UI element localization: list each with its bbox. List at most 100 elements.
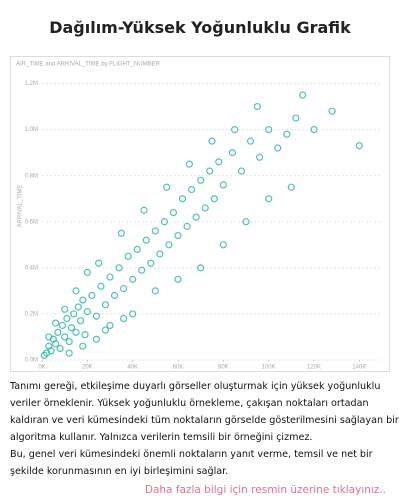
point [201, 204, 209, 212]
point [76, 317, 85, 325]
point [74, 303, 82, 311]
point [45, 333, 53, 341]
y-tick-label: 1.0M [25, 127, 38, 133]
paragraph: Bu, genel veri kümesindeki önemli noktal… [10, 449, 373, 477]
point [54, 328, 62, 336]
point [215, 158, 223, 166]
point [119, 314, 128, 323]
point [151, 227, 159, 235]
point [129, 275, 137, 283]
point [106, 321, 114, 330]
point [151, 287, 159, 295]
point [147, 259, 155, 267]
point [256, 153, 264, 161]
point [101, 301, 110, 309]
point [160, 218, 168, 226]
point [231, 125, 239, 134]
page-title: Dağılım-Yüksek Yoğunluklu Grafik [49, 18, 351, 37]
point [163, 183, 171, 191]
point [65, 337, 73, 346]
y-tick-label: 1.2M [25, 81, 38, 87]
point [174, 275, 182, 283]
y-axis-label: ARRIVAL_TIME [18, 185, 24, 228]
more-info-link[interactable]: Daha fazla bilgi için resmin üzerine tık… [144, 484, 386, 496]
y-tick-label: 0.0M [25, 358, 38, 364]
x-tick-label: 80K [218, 365, 229, 371]
point [65, 349, 73, 357]
body-text: Tanımı gereği, etkileşime duyarlı görsel… [10, 378, 400, 480]
point [219, 181, 227, 189]
point [169, 208, 178, 217]
point [81, 331, 89, 339]
chart-title: AIR_TIME and ARRIVAL_TIME by FLIGHT_NUMB… [16, 62, 161, 68]
point [61, 305, 69, 313]
x-tick-label: 0K [38, 365, 45, 371]
point [72, 328, 80, 336]
point [70, 310, 78, 318]
point [40, 351, 48, 359]
x-tick-label: 20K [82, 365, 93, 371]
point [79, 342, 87, 350]
point [185, 160, 193, 168]
point [228, 149, 236, 157]
point [206, 167, 214, 175]
chart-frame [10, 56, 390, 372]
point [47, 347, 55, 355]
point [156, 250, 164, 258]
point [83, 268, 91, 277]
point [106, 273, 114, 281]
point [292, 114, 300, 122]
point [58, 321, 67, 330]
point [88, 291, 96, 300]
point [242, 218, 250, 226]
point [56, 344, 64, 353]
point [83, 308, 91, 316]
point [119, 284, 128, 293]
point [138, 266, 146, 274]
point [142, 236, 150, 244]
point [210, 195, 218, 203]
point [183, 222, 191, 230]
point [283, 130, 291, 138]
point [51, 340, 60, 348]
point [265, 195, 273, 203]
point [97, 282, 105, 290]
x-tick-label: 100K [262, 365, 276, 371]
point [299, 91, 307, 99]
point [287, 183, 295, 191]
point [63, 314, 71, 323]
point [115, 264, 123, 272]
point [188, 185, 196, 194]
y-tick-label: 0.6M [25, 219, 38, 225]
x-tick-label: 140K [352, 365, 366, 371]
point [197, 176, 205, 184]
point [79, 296, 87, 304]
point [101, 326, 110, 334]
x-tick-label: 120K [307, 365, 321, 371]
point [61, 333, 69, 341]
paragraph: Tanımı gereği, etkileşime duyarlı görsel… [10, 381, 399, 443]
y-tick-label: 0.8M [25, 173, 38, 179]
point [265, 125, 273, 134]
point [310, 125, 318, 134]
point [174, 231, 182, 240]
y-tick-label: 0.4M [25, 265, 38, 271]
point [129, 310, 137, 318]
point [246, 137, 255, 145]
point [197, 264, 205, 272]
point [140, 206, 148, 214]
x-tick-label: 40K [127, 365, 138, 371]
point [95, 259, 103, 267]
point [67, 324, 76, 332]
x-tick-label: 60K [173, 365, 184, 371]
point [92, 312, 101, 320]
point [274, 144, 282, 152]
point [237, 167, 246, 175]
point [124, 252, 132, 260]
chart[interactable]: AIR_TIME and ARRIVAL_TIME by FLIGHT_NUMB… [10, 56, 390, 372]
point [92, 335, 101, 343]
y-tick-label: 0.2M [25, 311, 38, 317]
point [253, 102, 261, 111]
point [178, 195, 187, 203]
